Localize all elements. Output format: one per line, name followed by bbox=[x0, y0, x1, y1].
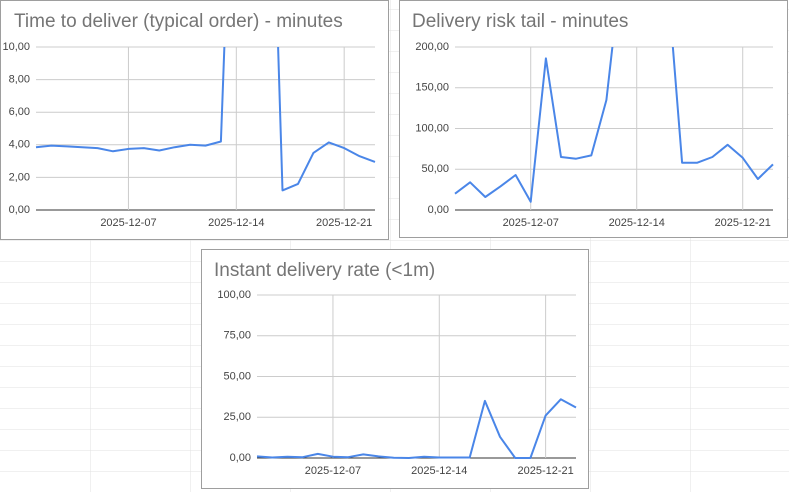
y-tick-label: 4,00 bbox=[9, 139, 30, 151]
x-tick-label: 2025-12-07 bbox=[305, 465, 361, 477]
y-tick-label: 2,00 bbox=[9, 171, 30, 183]
y-tick-label: 10,00 bbox=[2, 41, 30, 53]
y-tick-label: 0,00 bbox=[230, 452, 251, 464]
x-tick-label: 2025-12-21 bbox=[715, 217, 771, 229]
x-tick-label: 2025-12-14 bbox=[411, 465, 467, 477]
x-tick-label: 2025-12-21 bbox=[517, 465, 573, 477]
chart: Delivery risk tail - minutes 0,00 50,00 100… bbox=[399, 0, 788, 238]
x-tick-label: 2025-12-07 bbox=[503, 217, 559, 229]
y-tick-label: 75,00 bbox=[223, 330, 251, 342]
y-tick-label: 25,00 bbox=[223, 411, 251, 423]
chart: Instant delivery rate (<1m) 0,00 25,00 50,0… bbox=[201, 249, 589, 489]
chart: Time to deliver (typical order) - minute… bbox=[0, 0, 389, 240]
x-tick-label: 2025-12-07 bbox=[100, 217, 156, 229]
y-tick-label: 100,00 bbox=[217, 289, 251, 301]
y-tick-label: 0,00 bbox=[428, 204, 449, 216]
y-tick-label: 0,00 bbox=[9, 204, 30, 216]
chart-title: Time to deliver (typical order) - minute… bbox=[14, 11, 343, 32]
y-tick-label: 100,00 bbox=[415, 122, 449, 134]
y-tick-label: 50,00 bbox=[223, 370, 251, 382]
data-line bbox=[256, 398, 577, 459]
y-tick-label: 50,00 bbox=[421, 163, 449, 175]
y-tick-label: 8,00 bbox=[9, 74, 30, 86]
y-tick-label: 6,00 bbox=[9, 106, 30, 118]
chart-frame bbox=[399, 0, 788, 238]
x-tick-label: 2025-12-14 bbox=[208, 217, 264, 229]
y-tick-label: 150,00 bbox=[415, 82, 449, 94]
chart-frame bbox=[201, 249, 589, 489]
data-line bbox=[454, 47, 774, 203]
y-tick-label: 200,00 bbox=[415, 41, 449, 53]
chart-title: Delivery risk tail - minutes bbox=[412, 11, 628, 32]
chart-title: Instant delivery rate (<1m) bbox=[214, 260, 435, 281]
chart-frame bbox=[0, 0, 389, 240]
x-tick-label: 2025-12-14 bbox=[609, 217, 665, 229]
data-line bbox=[35, 47, 376, 192]
x-tick-label: 2025-12-21 bbox=[316, 217, 372, 229]
